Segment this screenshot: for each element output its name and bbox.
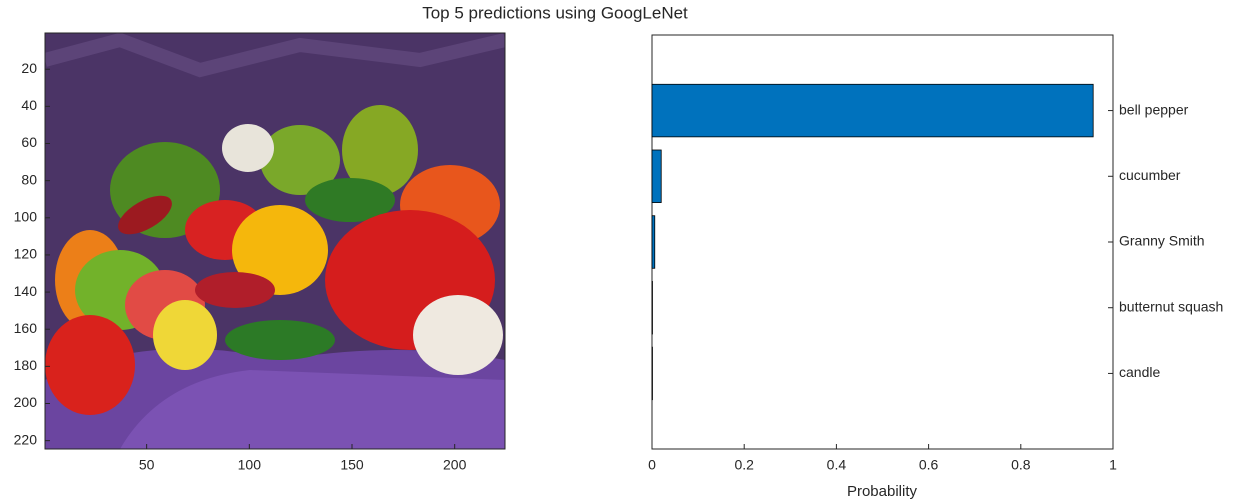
x-tick-label: 0.8 [1011, 457, 1031, 473]
bar [651, 149, 662, 203]
y-tick-label: 40 [21, 97, 37, 113]
x-tick-label: 0.4 [827, 457, 847, 473]
x-tick-label: 0.2 [734, 457, 754, 473]
x-tick-label: 100 [238, 457, 262, 473]
y-tick-label: 120 [14, 246, 38, 262]
y-tick-label: 20 [21, 60, 37, 76]
x-tick-label: 0 [648, 457, 656, 473]
y-tick-label: Granny Smith [1119, 233, 1205, 249]
bar [651, 83, 1094, 138]
x-axis-label: Probability [847, 483, 918, 500]
x-tick-label: 200 [443, 457, 467, 473]
y-tick-label: bell pepper [1119, 101, 1189, 117]
y-tick-label: 200 [14, 394, 38, 410]
x-tick-label: 0.6 [919, 457, 939, 473]
image [45, 33, 505, 449]
y-tick-label: 60 [21, 134, 37, 150]
figure-title: Top 5 predictions using GoogLeNet [422, 3, 688, 22]
y-tick-label: 80 [21, 171, 37, 187]
x-tick-label: 150 [340, 457, 364, 473]
y-tick-label: butternut squash [1119, 298, 1223, 314]
y-tick-label: cucumber [1119, 167, 1181, 183]
y-tick-label: candle [1119, 364, 1160, 380]
y-tick-label: 140 [14, 283, 38, 299]
image-frame [44, 32, 506, 450]
x-tick-label: 1 [1109, 457, 1117, 473]
x-tick-label: 50 [139, 457, 155, 473]
y-tick-label: 160 [14, 320, 38, 336]
y-tick-label: 220 [14, 431, 38, 447]
y-tick-label: 100 [14, 208, 38, 224]
bar [651, 215, 656, 269]
y-tick-label: 180 [14, 357, 38, 373]
